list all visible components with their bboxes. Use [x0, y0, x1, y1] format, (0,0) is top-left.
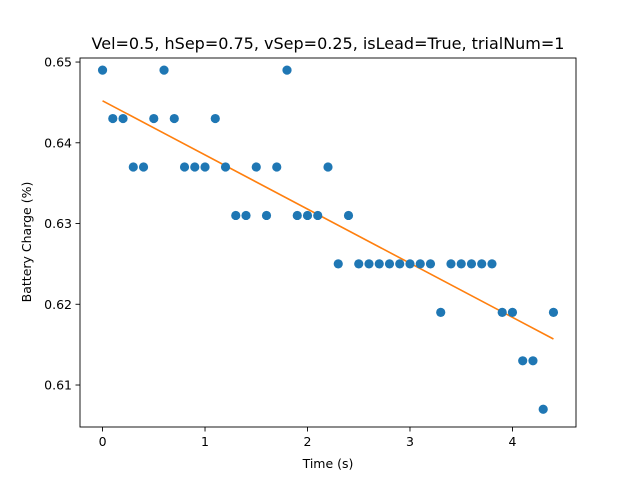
- data-point: [108, 113, 118, 124]
- data-point: [548, 307, 559, 317]
- data-point: [261, 210, 272, 221]
- data-point: [405, 259, 415, 269]
- data-point: [323, 162, 333, 172]
- data-point: [128, 162, 138, 172]
- chart-title: Vel=0.5, hSep=0.75, vSep=0.25, isLead=Tr…: [92, 34, 565, 53]
- y-tick-label: 0.64: [44, 135, 72, 150]
- data-point: [425, 259, 436, 269]
- y-tick-label: 0.63: [44, 216, 72, 231]
- y-tick-label: 0.62: [44, 297, 72, 312]
- data-point: [528, 356, 538, 366]
- y-axis-label: Battery Charge (%): [19, 182, 34, 303]
- x-axis-label: Time (s): [302, 456, 354, 471]
- data-point: [456, 259, 466, 269]
- x-tick-label: 4: [508, 434, 516, 449]
- x-tick-label: 2: [304, 434, 312, 449]
- data-point: [415, 259, 425, 269]
- y-axis: 0.61 0.62 0.63 0.64 0.65: [44, 55, 80, 393]
- data-point: [466, 259, 477, 269]
- data-point: [231, 210, 241, 221]
- data-point: [436, 307, 446, 317]
- data-point: [507, 307, 518, 317]
- x-axis: 0 1 2 3 4: [99, 427, 516, 449]
- data-point: [292, 210, 302, 221]
- data-point: [282, 65, 292, 75]
- data-point: [354, 259, 364, 269]
- y-tick-label: 0.65: [44, 55, 72, 70]
- data-point: [169, 113, 179, 124]
- data-point: [138, 162, 149, 172]
- data-point: [210, 113, 220, 124]
- data-point: [220, 162, 231, 172]
- data-point: [487, 259, 497, 269]
- data-point: [446, 259, 456, 269]
- data-point: [241, 210, 251, 221]
- data-point: [190, 162, 200, 172]
- x-tick-label: 1: [201, 434, 209, 449]
- data-point: [149, 113, 159, 124]
- data-point: [374, 259, 384, 269]
- data-point: [251, 162, 261, 172]
- data-point: [395, 259, 405, 269]
- data-point: [159, 65, 169, 75]
- data-point: [518, 356, 528, 366]
- x-tick-label: 0: [99, 434, 107, 449]
- axes-frame: [79, 57, 577, 428]
- data-point: [384, 259, 395, 269]
- data-point: [313, 210, 323, 221]
- data-point: [333, 259, 343, 269]
- data-point: [118, 113, 128, 124]
- plot-area: [97, 65, 559, 414]
- data-point: [497, 307, 507, 317]
- data-point: [200, 162, 210, 172]
- y-tick-label: 0.61: [44, 378, 72, 393]
- data-point: [302, 210, 313, 221]
- data-point: [364, 259, 374, 269]
- data-point: [179, 162, 190, 172]
- data-point: [477, 259, 487, 269]
- trend-line: [102, 100, 554, 340]
- x-tick-label: 3: [406, 434, 414, 449]
- data-point: [538, 404, 548, 414]
- data-point: [97, 65, 108, 75]
- data-point: [272, 162, 282, 172]
- data-point: [343, 210, 354, 221]
